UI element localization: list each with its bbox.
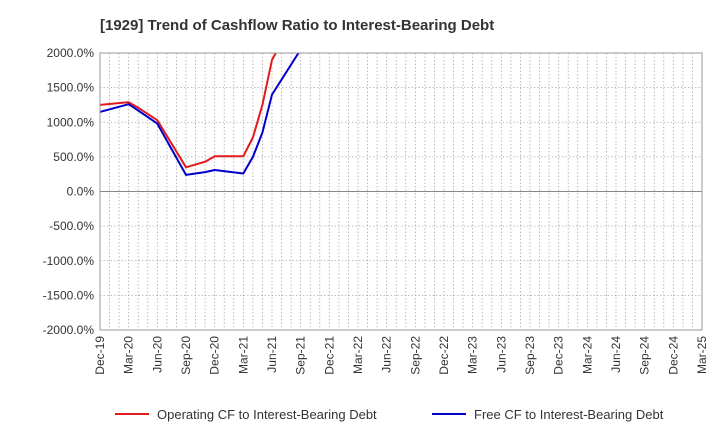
series-line-2	[100, 53, 300, 176]
y-tick-label: -500.0%	[49, 219, 94, 233]
y-tick-label: -1500.0%	[43, 288, 95, 302]
y-tick-label: -2000.0%	[43, 323, 95, 337]
x-tick-label: Jun-23	[494, 336, 508, 373]
x-tick-label: Mar-22	[351, 336, 365, 374]
x-tick-label: Sep-24	[638, 336, 652, 375]
legend: Operating CF to Interest-Bearing Debt Fre…	[115, 407, 664, 422]
x-tick-label: Mar-24	[580, 336, 594, 374]
series-line-1	[100, 53, 277, 169]
y-tick-label: 500.0%	[53, 150, 94, 164]
x-tick-label: Sep-20	[179, 336, 193, 375]
x-tick-label: Mar-20	[122, 336, 136, 374]
x-tick-label: Dec-19	[93, 336, 107, 375]
x-tick-label: Mar-21	[236, 336, 250, 374]
x-tick-label: Mar-23	[466, 336, 480, 374]
x-tick-label: Jun-20	[150, 336, 164, 373]
grid	[100, 52, 702, 331]
x-tick-label: Jun-21	[265, 336, 279, 373]
y-tick-label: 1000.0%	[47, 115, 95, 129]
x-tick-label: Dec-20	[208, 336, 222, 375]
y-tick-label: 2000.0%	[47, 46, 95, 60]
legend-label-1: Operating CF to Interest-Bearing Debt	[157, 407, 377, 422]
x-tick-label: Sep-22	[408, 336, 422, 375]
x-tick-label: Jun-24	[609, 336, 623, 373]
y-tick-label: 0.0%	[67, 185, 95, 199]
x-tick-label: Sep-23	[523, 336, 537, 375]
chart-title: [1929] Trend of Cashflow Ratio to Intere…	[100, 17, 494, 34]
x-tick-label: Dec-23	[552, 336, 566, 375]
x-tick-label: Dec-24	[666, 336, 680, 375]
x-tick-label: Mar-25	[695, 336, 709, 374]
y-axis-ticks: 2000.0% 1500.0% 1000.0% 500.0% 0.0% -500.0% -1…	[43, 46, 95, 337]
y-tick-label: 1500.0%	[47, 81, 95, 95]
x-tick-label: Dec-21	[322, 336, 336, 375]
x-axis-ticks: Dec-19 Mar-20 Jun-20 Sep-20 Dec-20 Mar-21 Jun-…	[93, 336, 709, 375]
x-tick-label: Jun-22	[380, 336, 394, 373]
plot-frame	[99, 52, 703, 331]
x-tick-label: Sep-21	[294, 336, 308, 375]
series-lines	[100, 53, 300, 176]
legend-label-2: Free CF to Interest-Bearing Debt	[474, 407, 664, 422]
y-tick-label: -1000.0%	[43, 254, 95, 268]
x-tick-label: Dec-22	[437, 336, 451, 375]
